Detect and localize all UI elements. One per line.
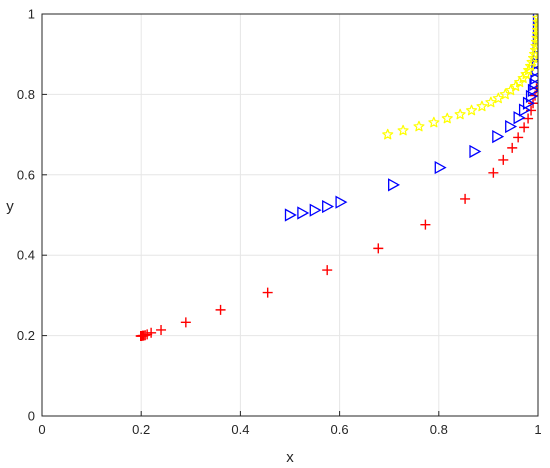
triangle-marker bbox=[284, 208, 297, 222]
axis-tick-labels: 0 0.2 0.4 0.6 0.8 1 0 0.2 0.4 0.6 0.8 1 bbox=[17, 7, 542, 438]
plus-marker bbox=[373, 243, 384, 254]
star-marker bbox=[413, 120, 425, 132]
star-marker bbox=[531, 32, 538, 43]
y-axis-label: y bbox=[6, 198, 14, 215]
star-marker bbox=[454, 108, 466, 120]
data-marks bbox=[135, 14, 538, 342]
x-axis-label: x bbox=[286, 449, 294, 466]
star-marker bbox=[532, 20, 538, 31]
star-marker bbox=[523, 64, 535, 76]
star-marker bbox=[465, 104, 478, 116]
star-marker bbox=[530, 40, 538, 51]
x-tick-label: 0.6 bbox=[331, 422, 349, 437]
star-marker bbox=[532, 16, 538, 27]
y-tick-label: 0.4 bbox=[17, 248, 35, 263]
plus-marker bbox=[180, 317, 191, 328]
star-marker bbox=[499, 88, 511, 100]
y-tick-label: 0.6 bbox=[17, 167, 35, 182]
star-marker bbox=[528, 48, 538, 60]
plus-marker bbox=[523, 113, 534, 124]
triangle-marker bbox=[530, 71, 538, 85]
triangle-marker bbox=[492, 130, 505, 144]
plus-marker bbox=[498, 154, 509, 165]
plus-marker bbox=[460, 193, 471, 204]
plot-frame bbox=[41, 13, 539, 417]
x-tick-label: 0.4 bbox=[231, 422, 249, 437]
star-marker bbox=[397, 124, 409, 136]
triangle-marker bbox=[532, 49, 538, 63]
star-marker bbox=[530, 36, 538, 47]
star-marker bbox=[520, 68, 532, 80]
triangle-marker bbox=[532, 23, 538, 37]
triangle-marker bbox=[322, 199, 335, 214]
x-tick-label: 0 bbox=[38, 422, 45, 437]
plus-marker bbox=[140, 330, 151, 341]
star-marker bbox=[428, 116, 440, 128]
triangle-marker bbox=[335, 195, 348, 209]
star-marker bbox=[529, 44, 538, 55]
plus-marker bbox=[420, 219, 431, 230]
axis-ticks bbox=[41, 13, 539, 417]
plus-marker bbox=[156, 324, 167, 335]
grid-lines bbox=[42, 14, 538, 416]
star-marker bbox=[441, 112, 453, 124]
triangle-marker bbox=[388, 178, 401, 192]
y-tick-label: 0 bbox=[28, 409, 35, 424]
plus-marker bbox=[322, 265, 333, 276]
star-marker bbox=[382, 128, 394, 140]
series-star bbox=[382, 14, 538, 140]
plus-marker bbox=[519, 122, 530, 133]
series-plus bbox=[135, 83, 538, 342]
y-tick-label: 0.8 bbox=[17, 87, 35, 102]
star-marker bbox=[532, 14, 538, 23]
triangle-marker bbox=[531, 64, 538, 78]
x-tick-label: 0.8 bbox=[430, 422, 448, 437]
triangle-marker bbox=[518, 103, 531, 117]
plus-marker bbox=[215, 304, 226, 315]
triangle-marker bbox=[532, 14, 538, 25]
triangle-marker bbox=[434, 160, 447, 175]
plot-area bbox=[135, 14, 538, 342]
plus-marker bbox=[507, 142, 518, 153]
triangle-marker bbox=[309, 203, 322, 217]
plus-marker bbox=[146, 327, 157, 338]
star-marker bbox=[505, 84, 517, 96]
x-tick-label: 1 bbox=[534, 422, 541, 437]
plus-marker bbox=[488, 167, 499, 178]
triangle-marker bbox=[297, 206, 310, 220]
y-tick-label: 1 bbox=[28, 7, 35, 22]
plus-marker bbox=[513, 132, 524, 143]
triangle-marker bbox=[469, 144, 482, 159]
x-tick-label: 0.2 bbox=[132, 422, 150, 437]
plus-marker bbox=[262, 287, 273, 298]
star-marker bbox=[476, 100, 488, 112]
triangle-marker bbox=[505, 119, 518, 134]
y-tick-label: 0.2 bbox=[17, 328, 35, 343]
star-marker bbox=[485, 96, 497, 108]
